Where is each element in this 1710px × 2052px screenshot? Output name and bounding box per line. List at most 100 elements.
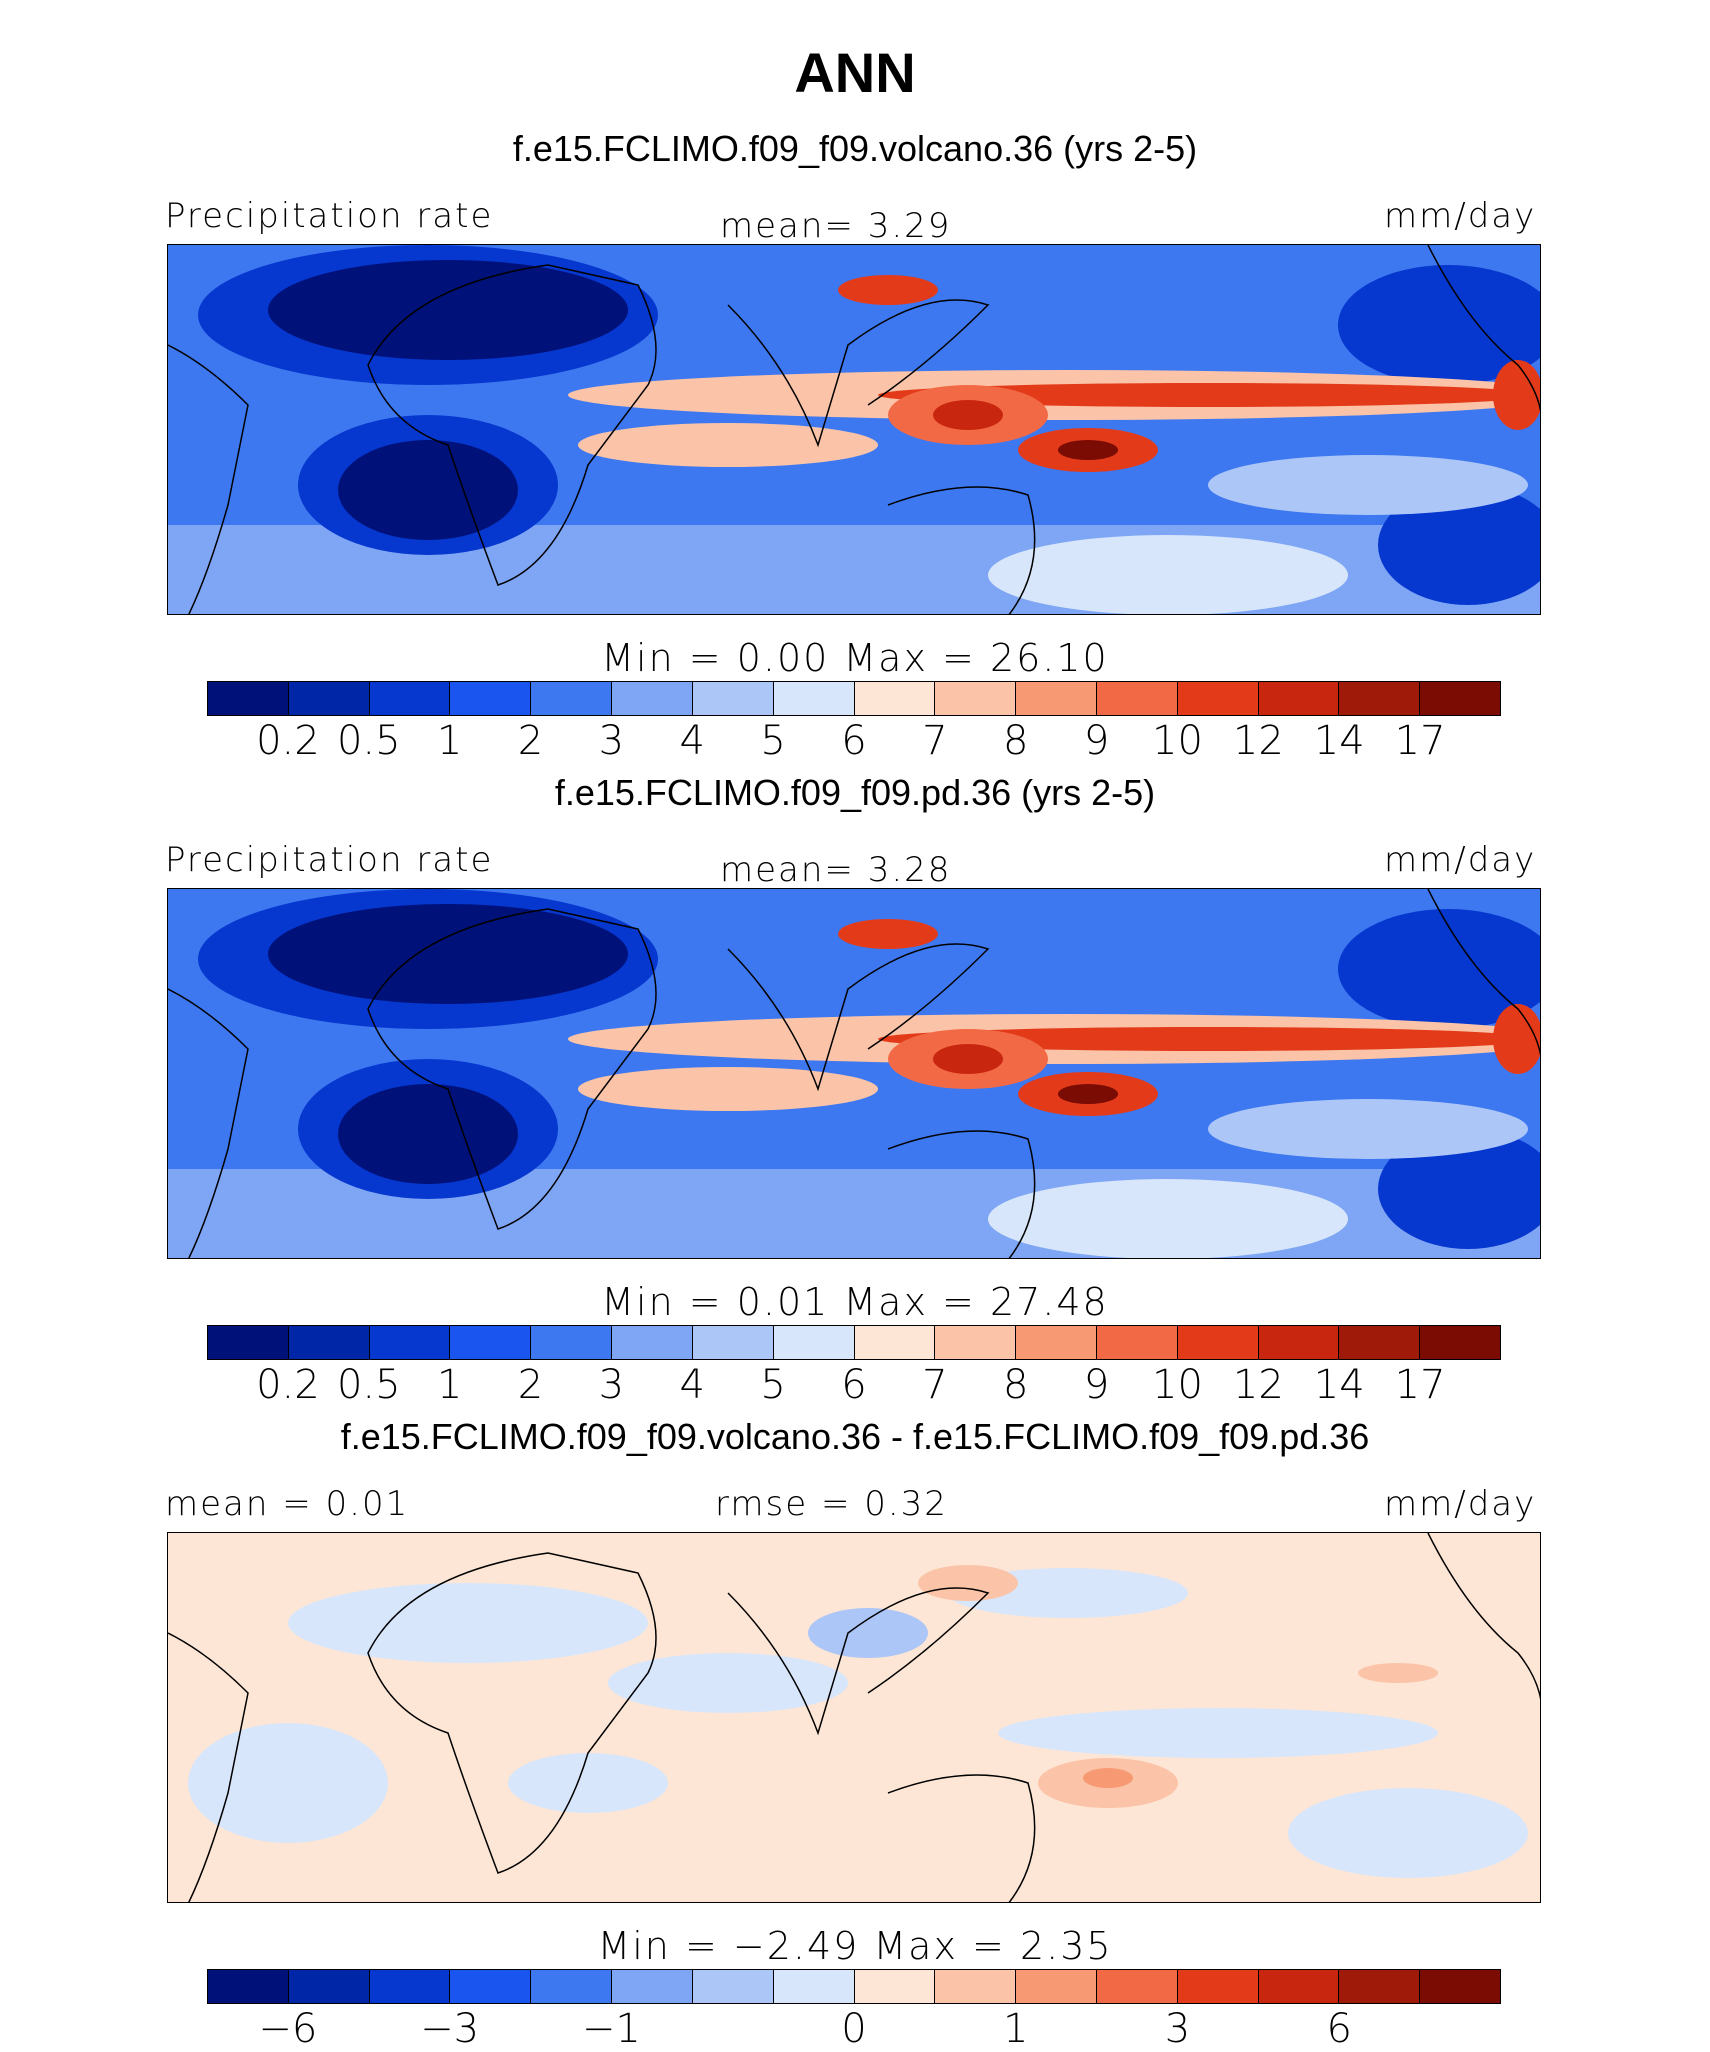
- colorbar-swatch: [208, 1326, 289, 1359]
- colorbar-tick-label: 5: [760, 718, 786, 764]
- panel1-minmax: Min = 0.00 Max = 26.10: [601, 636, 1109, 680]
- panel1-precip-field: [168, 245, 1540, 614]
- colorbar-swatch: [531, 1326, 613, 1359]
- colorbar-tick-label: 14: [1313, 1362, 1365, 1408]
- colorbar-swatch: [1258, 1326, 1340, 1359]
- colorbar-tick-label: 10: [1152, 1362, 1203, 1408]
- panel2-case-title: f.e15.FCLIMO.f09_f09.pd.36 (yrs 2-5): [554, 772, 1156, 813]
- colorbar-swatch: [531, 682, 613, 715]
- panel3-units-label: mm/day: [1384, 1484, 1537, 1524]
- colorbar-swatch: [1420, 1326, 1500, 1359]
- colorbar-tick-label: 4: [679, 1362, 705, 1408]
- panel3-rmse-label: rmse = 0.32: [715, 1484, 948, 1524]
- colorbar-swatch: [773, 682, 855, 715]
- colorbar-tick-label: 1: [436, 718, 463, 764]
- colorbar-tick-label: 4: [679, 718, 705, 764]
- colorbar-swatch: [1016, 682, 1097, 715]
- panel2-map: [167, 888, 1541, 1259]
- colorbar-swatch: [773, 1326, 855, 1359]
- panel3-case-title: f.e15.FCLIMO.f09_f09.volcano.36 - f.e15.…: [340, 1416, 1370, 1457]
- colorbar-swatch: [612, 1326, 693, 1359]
- colorbar-tick-label: 5: [760, 1362, 786, 1408]
- colorbar-swatch: [531, 1970, 613, 2003]
- colorbar-swatch: [1339, 1326, 1421, 1359]
- panel3-mean-label: mean = 0.01: [165, 1484, 410, 1524]
- colorbar-tick-label: 6: [1326, 2006, 1352, 2052]
- colorbar-tick-label: 0.5: [336, 718, 401, 764]
- colorbar-swatch: [692, 1326, 774, 1359]
- panel1-units-label: mm/day: [1384, 196, 1537, 236]
- colorbar-tick-label: 3: [598, 1362, 625, 1408]
- colorbar-swatch: [935, 1970, 1017, 2003]
- colorbar-swatch: [369, 1970, 451, 2003]
- colorbar-tick-label: 9: [1083, 718, 1110, 764]
- colorbar-swatch: [854, 682, 936, 715]
- panel2-variable-label: Precipitation rate: [165, 840, 494, 880]
- colorbar-swatch: [692, 1970, 774, 2003]
- colorbar-swatch: [1339, 1970, 1421, 2003]
- colorbar-tick-label: 8: [1003, 1362, 1029, 1408]
- colorbar-tick-label: 17: [1394, 718, 1446, 764]
- colorbar-swatch: [692, 682, 774, 715]
- colorbar-tick-label: 12: [1232, 718, 1284, 764]
- colorbar-swatch: [773, 1970, 855, 2003]
- colorbar-swatch: [288, 682, 370, 715]
- colorbar-swatch: [1096, 1326, 1178, 1359]
- colorbar-tick-label: 8: [1003, 718, 1029, 764]
- panel2-minmax: Min = 0.01 Max = 27.48: [601, 1280, 1109, 1324]
- colorbar-swatch: [1339, 682, 1421, 715]
- colorbar-swatch: [288, 1326, 370, 1359]
- colorbar-swatch: [1177, 682, 1259, 715]
- panel1-colorbar: [207, 681, 1501, 716]
- colorbar-tick-label: 3: [1164, 2006, 1191, 2052]
- colorbar-swatch: [369, 1326, 451, 1359]
- panel2-precip-field: [168, 889, 1540, 1258]
- colorbar-tick-label: −3: [420, 2006, 480, 2052]
- colorbar-swatch: [1096, 1970, 1178, 2003]
- colorbar-swatch: [1096, 682, 1178, 715]
- colorbar-tick-label: 0.2: [256, 1362, 320, 1408]
- colorbar-tick-label: 7: [922, 718, 948, 764]
- panel3-difference-field: [168, 1533, 1540, 1902]
- colorbar-tick-label: 3: [598, 718, 625, 764]
- colorbar-swatch: [1420, 682, 1500, 715]
- colorbar-tick-label: 14: [1313, 718, 1365, 764]
- colorbar-swatch: [450, 1326, 532, 1359]
- colorbar-swatch: [612, 682, 693, 715]
- panel2-units-label: mm/day: [1384, 840, 1537, 880]
- colorbar-tick-label: 1: [436, 1362, 463, 1408]
- colorbar-tick-label: 12: [1232, 1362, 1284, 1408]
- colorbar-tick-label: −6: [258, 2006, 318, 2052]
- colorbar-swatch: [854, 1326, 936, 1359]
- colorbar-tick-label: 7: [922, 1362, 948, 1408]
- colorbar-tick-label: −1: [581, 2006, 641, 2052]
- colorbar-tick-label: 6: [841, 1362, 867, 1408]
- colorbar-swatch: [208, 1970, 289, 2003]
- colorbar-tick-label: 1: [1003, 2006, 1029, 2052]
- colorbar-tick-label: 10: [1152, 718, 1203, 764]
- colorbar-tick-label: 2: [517, 1362, 544, 1408]
- colorbar-swatch: [1258, 1970, 1340, 2003]
- panel1-map: [167, 244, 1541, 615]
- panel3-minmax: Min = −2.49 Max = 2.35: [597, 1924, 1113, 1968]
- panel3-colorbar: [207, 1969, 1501, 2004]
- panel1-variable-label: Precipitation rate: [165, 196, 494, 236]
- colorbar-swatch: [935, 1326, 1017, 1359]
- colorbar-swatch: [1016, 1970, 1097, 2003]
- colorbar-swatch: [612, 1970, 693, 2003]
- colorbar-swatch: [288, 1970, 370, 2003]
- panel3-map: [167, 1532, 1541, 1903]
- colorbar-tick-label: 0.5: [336, 1362, 401, 1408]
- colorbar-tick-label: 9: [1083, 1362, 1110, 1408]
- colorbar-swatch: [450, 1970, 532, 2003]
- panel2-colorbar: [207, 1325, 1501, 1360]
- colorbar-tick-label: 0: [841, 2006, 867, 2052]
- colorbar-swatch: [1016, 1326, 1097, 1359]
- colorbar-swatch: [1258, 682, 1340, 715]
- colorbar-swatch: [935, 682, 1017, 715]
- panel2-mean-label: mean= 3.28: [720, 850, 952, 890]
- colorbar-tick-label: 17: [1394, 1362, 1446, 1408]
- colorbar-swatch: [369, 682, 451, 715]
- colorbar-tick-label: 0.2: [256, 718, 320, 764]
- colorbar-tick-label: 6: [841, 718, 867, 764]
